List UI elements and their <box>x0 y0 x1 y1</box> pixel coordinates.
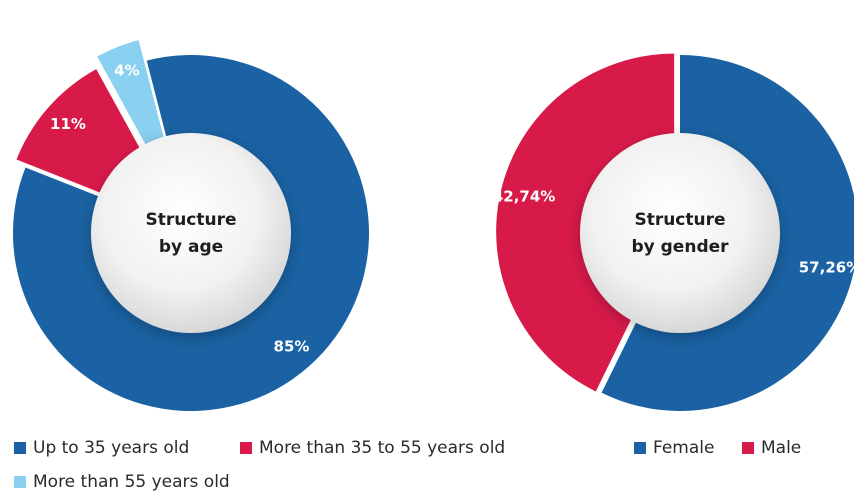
legend-label: Female <box>653 438 715 458</box>
legend-swatch-blue <box>634 442 646 454</box>
legend-item-up-to-35: Up to 35 years old <box>14 438 189 458</box>
legend-label: Male <box>761 438 802 458</box>
gender-center-disc <box>580 133 780 333</box>
age-slice-label-more-than-35-to-55-years-old: 11% <box>50 115 86 133</box>
legend-swatch-blue <box>14 442 26 454</box>
gender-donut: 57,26% 42,74% Structure by gender <box>493 53 854 411</box>
legend-item-female: Female <box>634 438 714 458</box>
legend-swatch-red <box>240 442 252 454</box>
legend-item-35-to-55: More than 35 to 55 years old <box>240 438 505 458</box>
age-slice-label-more-than-55-years-old: 4% <box>114 62 139 80</box>
legend-label: More than 35 to 55 years old <box>259 438 506 458</box>
age-donut: 85% 11% 4% Structure by age <box>12 40 369 411</box>
legend-label: More than 55 years old <box>33 472 230 492</box>
gender-center-title-line1: Structure <box>634 210 725 230</box>
legend-item-over-55: More than 55 years old <box>14 472 230 492</box>
age-center-disc <box>91 133 291 333</box>
age-slice-label-up-to-35-years-old: 85% <box>274 338 310 356</box>
legend-item-male: Male <box>742 438 801 458</box>
legend-label: Up to 35 years old <box>33 438 190 458</box>
age-center-title-line1: Structure <box>145 210 236 230</box>
age-center-title-line2: by age <box>159 237 223 257</box>
gender-slice-label-female: 57,26% <box>799 258 854 276</box>
gender-center-title-line2: by gender <box>631 237 729 257</box>
gender-slice-label-male: 42,74% <box>493 187 555 205</box>
legend-swatch-red <box>742 442 754 454</box>
legend-swatch-light-blue <box>14 476 26 488</box>
